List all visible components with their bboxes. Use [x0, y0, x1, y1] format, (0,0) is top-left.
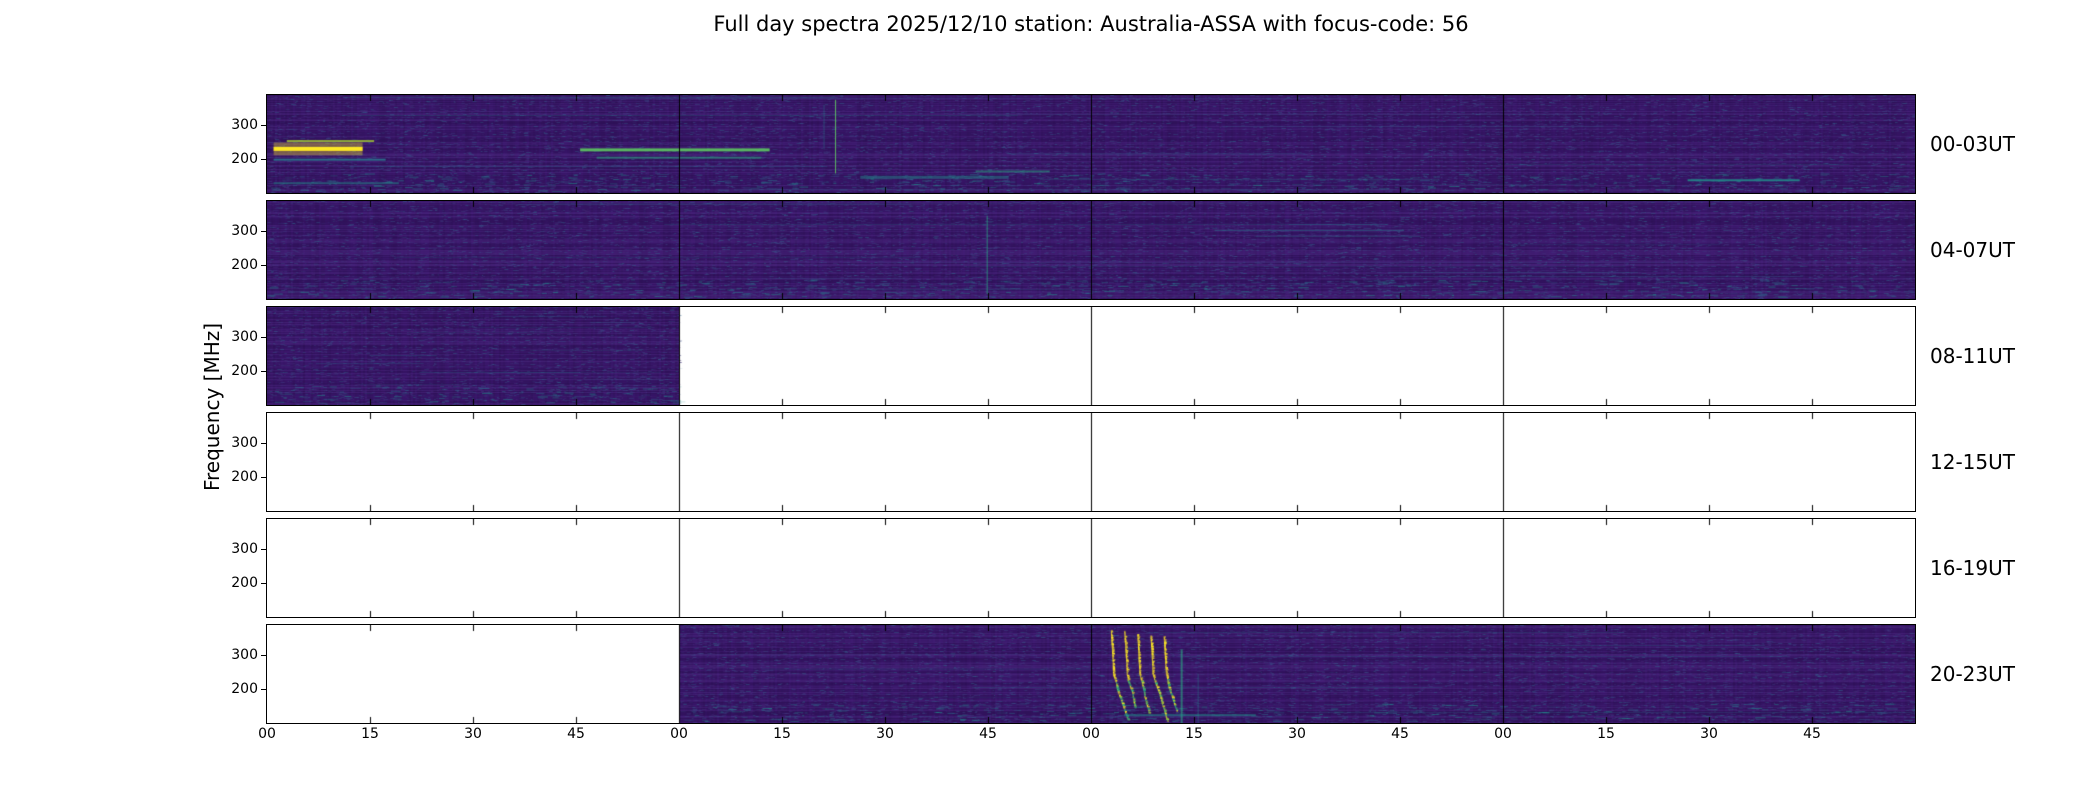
- y-tick-label: 300: [231, 223, 258, 239]
- row-label-04-07UT: 04-07UT: [1930, 238, 2015, 262]
- x-tick-label: 30: [1700, 726, 1718, 742]
- y-axis-tick: [261, 583, 266, 584]
- y-tick-label: 200: [231, 363, 258, 379]
- y-tick-label: 200: [231, 575, 258, 591]
- y-axis-tick: [261, 159, 266, 160]
- row-label-08-11UT: 08-11UT: [1930, 344, 2015, 368]
- y-axis-tick: [261, 655, 266, 656]
- x-tick-label: 30: [1288, 726, 1306, 742]
- x-tick-label: 30: [876, 726, 894, 742]
- y-axis-tick: [261, 689, 266, 690]
- x-tick-label: 00: [670, 726, 688, 742]
- y-axis-tick: [261, 231, 266, 232]
- spectrogram-panel-20-23UT: [266, 624, 1916, 724]
- row-label-00-03UT: 00-03UT: [1930, 132, 2015, 156]
- chart-title: Full day spectra 2025/12/10 station: Aus…: [713, 12, 1469, 36]
- x-tick-label: 15: [361, 726, 379, 742]
- x-tick-label: 00: [1494, 726, 1512, 742]
- y-tick-label: 200: [231, 151, 258, 167]
- y-tick-label: 200: [231, 257, 258, 273]
- y-tick-label: 200: [231, 469, 258, 485]
- y-axis-tick: [261, 443, 266, 444]
- y-axis-tick: [261, 477, 266, 478]
- y-tick-label: 300: [231, 117, 258, 133]
- x-tick-label: 15: [1597, 726, 1615, 742]
- row-label-12-15UT: 12-15UT: [1930, 450, 2015, 474]
- spectrogram-panel-16-19UT: [266, 518, 1916, 618]
- y-tick-label: 300: [231, 647, 258, 663]
- y-axis-tick: [261, 549, 266, 550]
- spectrogram-panel-12-15UT: [266, 412, 1916, 512]
- x-tick-label: 45: [979, 726, 997, 742]
- x-tick-label: 45: [567, 726, 585, 742]
- row-label-16-19UT: 16-19UT: [1930, 556, 2015, 580]
- y-tick-label: 300: [231, 329, 258, 345]
- spectrogram-panel-08-11UT: [266, 306, 1916, 406]
- row-label-20-23UT: 20-23UT: [1930, 662, 2015, 686]
- y-tick-label: 300: [231, 435, 258, 451]
- spectrogram-panel-04-07UT: [266, 200, 1916, 300]
- x-tick-label: 45: [1803, 726, 1821, 742]
- y-tick-label: 300: [231, 541, 258, 557]
- x-tick-label: 30: [464, 726, 482, 742]
- spectrogram-panel-00-03UT: [266, 94, 1916, 194]
- y-axis-label: Frequency [MHz]: [200, 322, 224, 492]
- x-tick-label: 00: [1082, 726, 1100, 742]
- x-tick-label: 15: [1185, 726, 1203, 742]
- y-axis-tick: [261, 371, 266, 372]
- x-tick-label: 15: [773, 726, 791, 742]
- y-tick-label: 200: [231, 681, 258, 697]
- y-axis-tick: [261, 337, 266, 338]
- x-tick-label: 00: [258, 726, 276, 742]
- y-axis-tick: [261, 265, 266, 266]
- x-tick-label: 45: [1391, 726, 1409, 742]
- y-axis-tick: [261, 125, 266, 126]
